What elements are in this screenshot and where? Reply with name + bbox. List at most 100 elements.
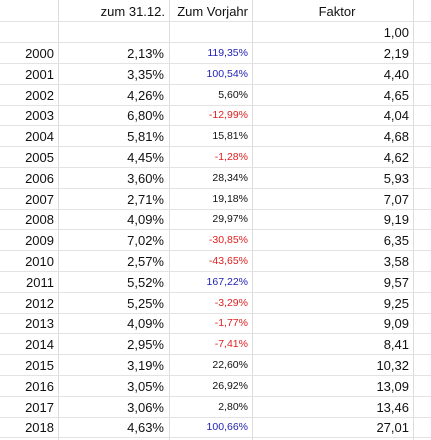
header-zum-3112[interactable]: zum 31.12. [100,4,165,19]
header-cell-a[interactable] [0,1,58,22]
change-cell[interactable]: 19,18% [212,193,248,205]
rate-cell[interactable]: 4,26% [127,88,164,103]
row-divider [0,292,431,293]
table-row: 2009 7,02% -30,85% 6,35 [0,230,431,251]
change-cell[interactable]: 28,34% [212,172,248,184]
year-cell[interactable]: 2017 [25,400,54,415]
table-row: 2006 3,60% 28,34% 5,93 [0,168,431,189]
factor-cell[interactable]: 13,46 [376,400,409,415]
factor-cell[interactable]: 8,41 [383,337,409,352]
change-cell[interactable]: 100,54% [206,68,248,80]
rate-cell[interactable]: 5,81% [127,129,164,144]
rate-cell[interactable]: 7,02% [127,233,164,248]
rate-cell[interactable]: 3,35% [127,67,164,82]
rate-cell[interactable]: 5,52% [127,275,164,290]
table-row: 2002 4,26% 5,60% 4,65 [0,85,431,106]
rate-cell[interactable]: 2,13% [127,46,164,61]
start-factor-cell[interactable]: 1,00 [383,25,409,40]
change-cell[interactable]: -1,77% [214,317,248,329]
table-row: 2004 5,81% 15,81% 4,68 [0,126,431,147]
year-cell[interactable]: 2015 [25,358,54,373]
year-cell[interactable]: 2001 [25,67,54,82]
factor-cell[interactable]: 4,62 [383,150,409,165]
factor-cell[interactable]: 27,01 [376,420,409,435]
rate-cell[interactable]: 2,95% [127,337,164,352]
year-cell[interactable]: 2000 [25,46,54,61]
rate-cell[interactable]: 5,25% [127,296,164,311]
factor-cell[interactable]: 9,57 [383,275,409,290]
year-cell[interactable]: 2010 [25,254,54,269]
rate-cell[interactable]: 6,80% [127,108,164,123]
factor-cell[interactable]: 5,93 [383,171,409,186]
column-divider [169,0,170,440]
rate-cell[interactable]: 4,63% [127,420,164,435]
year-cell[interactable]: 2008 [25,212,54,227]
factor-cell[interactable]: 3,58 [383,254,409,269]
header-zum-vorjahr[interactable]: Zum Vorjahr [177,4,248,19]
change-cell[interactable]: 119,35% [207,47,248,59]
cell-empty[interactable] [59,22,169,43]
year-cell[interactable]: 2006 [25,171,54,186]
change-cell[interactable]: 29,97% [212,213,248,225]
year-cell[interactable]: 2002 [25,88,54,103]
year-cell[interactable]: 2003 [25,108,54,123]
change-cell[interactable]: 22,60% [212,359,248,371]
table-row: 2003 6,80% -12,99% 4,04 [0,105,431,126]
year-cell[interactable]: 2014 [25,337,54,352]
rate-cell[interactable]: 4,45% [127,150,164,165]
change-cell[interactable]: -1,28% [214,151,248,163]
change-cell[interactable]: 5,60% [218,89,248,101]
rate-cell[interactable]: 2,57% [127,254,164,269]
rate-cell[interactable]: 3,05% [127,379,164,394]
row-divider [0,209,431,210]
year-cell[interactable]: 2012 [25,296,54,311]
year-cell[interactable]: 2007 [25,192,54,207]
change-cell[interactable]: -12,99% [208,109,248,121]
cell-empty[interactable] [0,22,58,43]
rate-cell[interactable]: 4,09% [127,212,164,227]
year-cell[interactable]: 2009 [25,233,54,248]
header-faktor[interactable]: Faktor [318,4,356,19]
factor-cell[interactable]: 9,25 [383,296,409,311]
change-cell[interactable]: 167,22% [206,276,248,288]
rate-cell[interactable]: 3,06% [127,400,164,415]
factor-cell[interactable]: 10,32 [376,358,409,373]
change-cell[interactable]: 15,81% [212,130,248,142]
start-factor-row: 1,00 [0,22,431,43]
factor-cell[interactable]: 4,04 [383,108,409,123]
cell-empty[interactable] [170,22,252,43]
factor-cell[interactable]: 9,09 [383,316,409,331]
rate-cell[interactable]: 3,60% [127,171,164,186]
rate-cell[interactable]: 2,71% [127,192,164,207]
year-cell[interactable]: 2013 [25,316,54,331]
change-cell[interactable]: -7,41% [214,338,248,350]
factor-cell[interactable]: 4,68 [383,129,409,144]
year-cell[interactable]: 2011 [26,275,54,290]
change-cell[interactable]: -43,65% [208,255,248,267]
year-cell[interactable]: 2004 [25,129,54,144]
change-cell[interactable]: 2,80% [218,401,248,413]
change-cell[interactable]: 100,66% [206,421,248,433]
factor-cell[interactable]: 13,09 [376,379,409,394]
change-cell[interactable]: -30,85% [208,234,248,246]
factor-cell[interactable]: 6,35 [383,233,409,248]
table-row: 2000 2,13% 119,35% 2,19 [0,43,431,64]
table-row: 2011 5,52% 167,22% 9,57 [0,272,431,293]
year-cell[interactable]: 2018 [25,420,54,435]
rate-cell[interactable]: 4,09% [127,316,164,331]
year-cell[interactable]: 2005 [25,150,54,165]
change-cell[interactable]: -3,29% [214,297,248,309]
header-row: zum 31.12. Zum Vorjahr Faktor [0,1,431,22]
factor-cell[interactable]: 2,19 [383,46,409,61]
factor-cell[interactable]: 9,19 [383,212,409,227]
factor-cell[interactable]: 4,40 [383,67,409,82]
change-cell[interactable]: 26,92% [212,380,248,392]
table-row: 2013 4,09% -1,77% 9,09 [0,313,431,334]
rate-cell[interactable]: 3,19% [127,358,164,373]
column-divider [413,0,414,440]
table-row: 2014 2,95% -7,41% 8,41 [0,334,431,355]
factor-cell[interactable]: 7,07 [383,192,409,207]
factor-cell[interactable]: 4,65 [383,88,409,103]
year-cell[interactable]: 2016 [25,379,54,394]
